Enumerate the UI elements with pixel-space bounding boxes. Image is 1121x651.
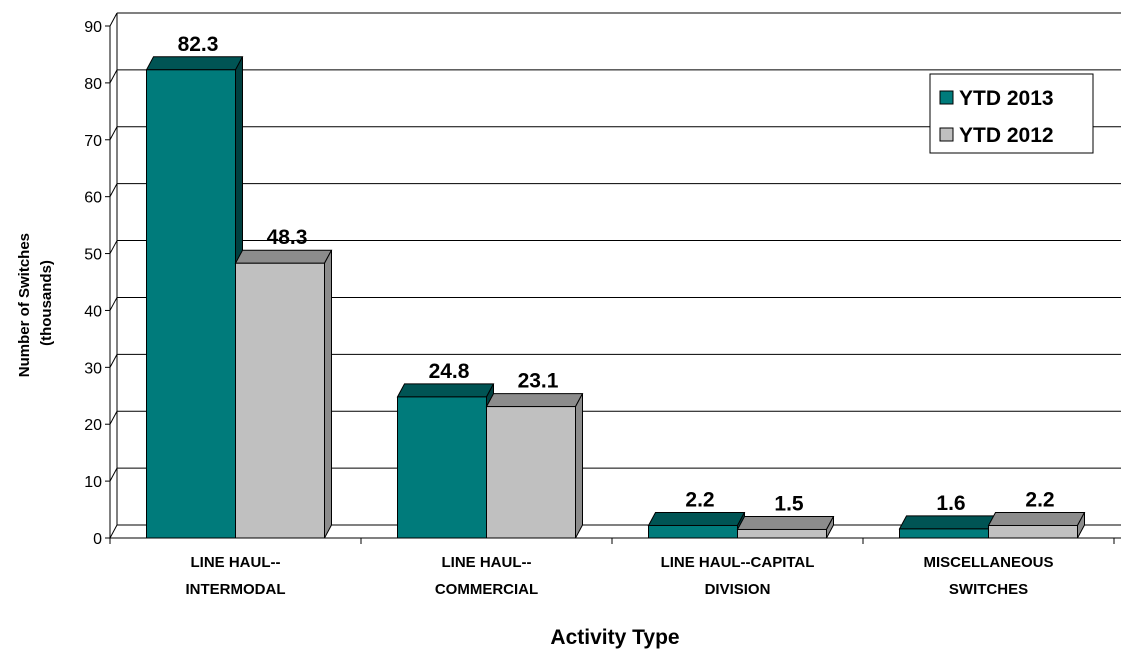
legend-label: YTD 2013 (959, 87, 1054, 110)
legend-swatch (939, 90, 954, 105)
bar-front-face (397, 396, 487, 539)
x-tick-label: MISCELLANEOUS SWITCHES (923, 554, 1053, 598)
bar-front-face (737, 528, 827, 539)
data-label: 1.6 (936, 492, 965, 515)
bar-side-face (575, 393, 583, 539)
bar-front-face (988, 524, 1078, 539)
bar (647, 511, 746, 539)
y-axis-title: Number of Switches (thousands) (16, 229, 55, 377)
bar-top-face (647, 511, 746, 526)
data-label: 82.3 (178, 33, 219, 56)
bar (396, 383, 495, 539)
gridline-connector (109, 354, 118, 368)
gridline-connector (109, 297, 118, 311)
legend-box (929, 73, 1094, 154)
gridline-connector (109, 183, 118, 197)
gridline-connector (109, 467, 118, 482)
x-tick-label-line: MISCELLANEOUS (923, 554, 1053, 571)
bar-top-face (898, 515, 997, 530)
bar (485, 393, 584, 539)
bars (145, 56, 1086, 539)
bar-top-face (234, 249, 333, 264)
gridline-connector (109, 126, 118, 141)
x-tick-label-line: LINE HAUL--CAPITAL (661, 554, 815, 571)
y-tick-label: 60 (84, 190, 102, 207)
bar-top-face (987, 511, 1086, 526)
bar-side-face (324, 249, 332, 539)
data-labels: 82.3 48.3 24.8 23.1 2.2 1.5 1.6 2.2 (178, 33, 1055, 516)
legend-label: YTD 2012 (959, 124, 1054, 147)
data-label: 1.5 (774, 492, 804, 515)
data-label: 2.2 (1025, 488, 1054, 511)
x-axis-title: Activity Type (550, 626, 679, 649)
x-tick-label-line: SWITCHES (949, 581, 1028, 598)
bar-front-face (235, 262, 325, 539)
y-tick-label: 50 (84, 247, 102, 264)
bar (234, 249, 333, 539)
x-tick-label-line: LINE HAUL-- (442, 554, 532, 571)
y-tick-label: 40 (84, 303, 102, 320)
y-axis-ticks: 0 10 20 30 40 50 60 70 80 90 (84, 19, 110, 548)
bar-front-face (899, 528, 989, 539)
bar-top-face (145, 56, 244, 71)
bar-front-face (486, 406, 576, 539)
gridline-connector (109, 240, 118, 254)
data-label: 24.8 (429, 360, 470, 383)
legend: YTD 2013 YTD 2012 (929, 73, 1094, 154)
x-tick-label-line: DIVISION (705, 581, 771, 598)
x-tick-label: LINE HAUL-- COMMERCIAL (435, 554, 538, 598)
x-tick-label-line: COMMERCIAL (435, 581, 538, 598)
gridline-connector (109, 12, 118, 27)
bar (145, 56, 244, 539)
bar-front-face (146, 69, 236, 539)
gridline-connector (109, 410, 118, 425)
x-tick-label-line: LINE HAUL-- (191, 554, 281, 571)
bar-top-face (485, 393, 584, 408)
bar (736, 515, 835, 539)
y-tick-label: 80 (84, 76, 102, 93)
bar-top-face (736, 515, 835, 530)
data-label: 2.2 (685, 488, 714, 511)
gridline-connector (109, 69, 118, 84)
bar-front-face (648, 524, 738, 539)
data-label: 23.1 (518, 370, 559, 393)
legend-swatch (939, 127, 954, 142)
x-tick-label: LINE HAUL--CAPITAL DIVISION (661, 554, 815, 598)
bar-top-face (396, 383, 495, 398)
category-labels: LINE HAUL-- INTERMODAL LINE HAUL-- COMMERCI… (186, 554, 1054, 598)
y-axis-title-line-1: Number of Switches (16, 233, 33, 377)
gridline-connector (109, 524, 118, 539)
x-tick-label-line: INTERMODAL (186, 581, 286, 598)
y-tick-label: 70 (84, 133, 102, 150)
data-label: 48.3 (267, 226, 308, 249)
bar (987, 511, 1086, 539)
y-tick-label: 90 (84, 19, 102, 36)
y-tick-label: 30 (84, 360, 102, 377)
bar (898, 515, 997, 539)
x-tick-label: LINE HAUL-- INTERMODAL (186, 554, 286, 598)
y-tick-label: 10 (84, 474, 102, 491)
y-tick-label: 0 (93, 531, 102, 548)
y-axis-title-line-2: (thousands) (38, 260, 55, 346)
y-tick-label: 20 (84, 417, 102, 434)
